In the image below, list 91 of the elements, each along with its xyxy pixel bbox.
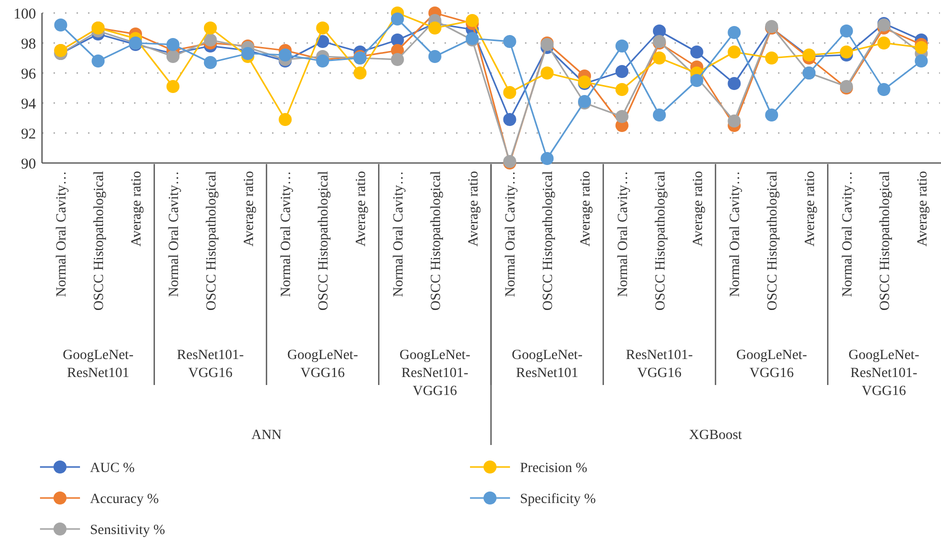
x-tick-label: Normal Oral Cavity… [504, 171, 519, 297]
point [540, 66, 554, 80]
x-tick-label: Average ratio [354, 171, 370, 247]
text: GoogLeNet-ResNet101 [62, 348, 134, 381]
point [840, 46, 853, 58]
point [390, 34, 404, 46]
point [204, 56, 217, 69]
legend-label: Sensitivity % [90, 522, 166, 538]
x-tick-label: OSCC Histopathological [204, 170, 220, 311]
x-tick-label: OSCC Histopathological [878, 170, 893, 311]
x-tick-label: OSCC Histopathological [428, 170, 444, 311]
point [166, 38, 180, 51]
point [428, 50, 442, 63]
text: GoogLeNet-VGG16 [287, 348, 358, 381]
point [428, 22, 442, 34]
point [166, 80, 180, 93]
x-tick-label: Average ratio [242, 171, 257, 247]
point [615, 40, 628, 52]
point [241, 47, 254, 60]
x-tick-label: Average ratio [915, 171, 930, 247]
point [615, 110, 628, 123]
text: ANN [251, 428, 282, 443]
y-tick-label: 98 [21, 36, 36, 52]
point [204, 34, 217, 46]
point [166, 50, 180, 63]
point [503, 35, 516, 48]
point [652, 24, 666, 38]
point [503, 113, 516, 126]
text: ResNet101-VGG16 [626, 348, 694, 381]
point [354, 66, 367, 80]
point [54, 18, 68, 32]
y-tick-label: 94 [21, 96, 36, 112]
point [652, 52, 666, 64]
x-tick-label: Normal Oral Cavity… [391, 171, 406, 297]
point [690, 46, 704, 58]
x-tick-label: OSCC Histopathological [766, 170, 781, 311]
x-tick-label: Normal Oral Cavity… [616, 171, 631, 297]
y-tick-label: 92 [21, 126, 36, 142]
x-tick-label: OSCC Histopathological [92, 170, 108, 311]
text: GoogLeNet-ResNet101 [512, 348, 583, 381]
point [877, 83, 890, 96]
point [840, 24, 853, 38]
legend-label: Accuracy % [90, 492, 160, 507]
point [92, 54, 105, 68]
point [765, 108, 778, 122]
point [728, 26, 741, 39]
point [204, 22, 217, 34]
point [278, 48, 292, 62]
text: GoogLeNet-ResNet101-VGG16 [848, 348, 920, 399]
point [540, 152, 554, 165]
x-tick-label: Normal Oral Cavity… [279, 171, 294, 297]
x-tick-label: Average ratio [466, 171, 482, 247]
point [278, 113, 292, 126]
x-tick-label: Average ratio [130, 171, 145, 247]
text: ResNet101-VGG16 [176, 348, 244, 381]
x-tick-label: Normal Oral Cavity… [54, 171, 70, 297]
x-tick-label: OSCC Histopathological [653, 170, 668, 311]
point [615, 65, 628, 78]
x-tick-label: Average ratio [803, 171, 818, 247]
point [390, 12, 404, 26]
y-tick-label: 100 [14, 6, 36, 22]
x-tick-label: Normal Oral Cavity… [166, 171, 182, 297]
point [877, 36, 890, 50]
point [728, 46, 741, 58]
point [765, 52, 778, 64]
x-tick-label: Normal Oral Cavity… [728, 171, 744, 297]
text: XGBoost [689, 428, 742, 443]
text: GoogLeNet-VGG16 [736, 348, 808, 381]
x-tick-label: Average ratio [578, 171, 594, 247]
x-tick-label: Average ratio [690, 171, 706, 247]
text: GoogLeNet-ResNet101-VGG16 [399, 348, 471, 399]
point [728, 114, 741, 128]
point [390, 53, 404, 66]
y-tick-label: 90 [21, 156, 36, 172]
x-tick-label: Normal Oral Cavity… [840, 171, 856, 297]
legend-label: Specificity % [520, 492, 596, 507]
point [316, 22, 330, 34]
x-tick-label: OSCC Histopathological [541, 170, 556, 311]
point [652, 108, 666, 122]
point [615, 83, 628, 96]
legend-label: AUC % [90, 460, 136, 476]
point [914, 54, 928, 68]
point [316, 35, 330, 48]
point [690, 74, 704, 87]
point [503, 86, 516, 99]
point [728, 77, 741, 90]
y-tick-label: 96 [21, 66, 36, 82]
point [466, 14, 479, 27]
x-tick-label: OSCC Histopathological [316, 170, 332, 311]
point [914, 41, 928, 54]
legend-label: Precision % [520, 460, 588, 476]
